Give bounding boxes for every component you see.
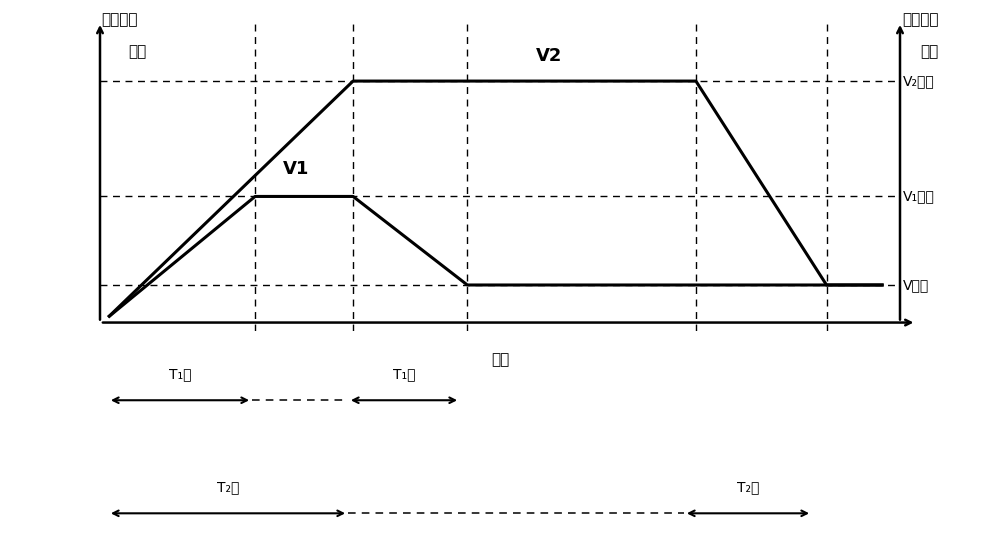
Text: 时间: 时间 [491, 352, 509, 367]
Text: V1: V1 [283, 160, 309, 177]
Text: 速度: 速度 [129, 45, 147, 60]
Text: V匀速: V匀速 [903, 278, 930, 292]
Text: 指令: 指令 [920, 45, 939, 60]
Text: V₁指令: V₁指令 [903, 190, 935, 203]
Text: V₂指令: V₂指令 [903, 74, 935, 88]
Text: T₁加: T₁加 [169, 368, 191, 381]
Text: T₂减: T₂减 [737, 480, 759, 494]
Text: V2: V2 [536, 47, 562, 65]
Text: 给定速度: 给定速度 [902, 13, 939, 28]
Text: T₁减: T₁减 [393, 368, 415, 381]
Text: T₂加: T₂加 [217, 480, 239, 494]
Text: 执行机构: 执行机构 [102, 13, 138, 28]
